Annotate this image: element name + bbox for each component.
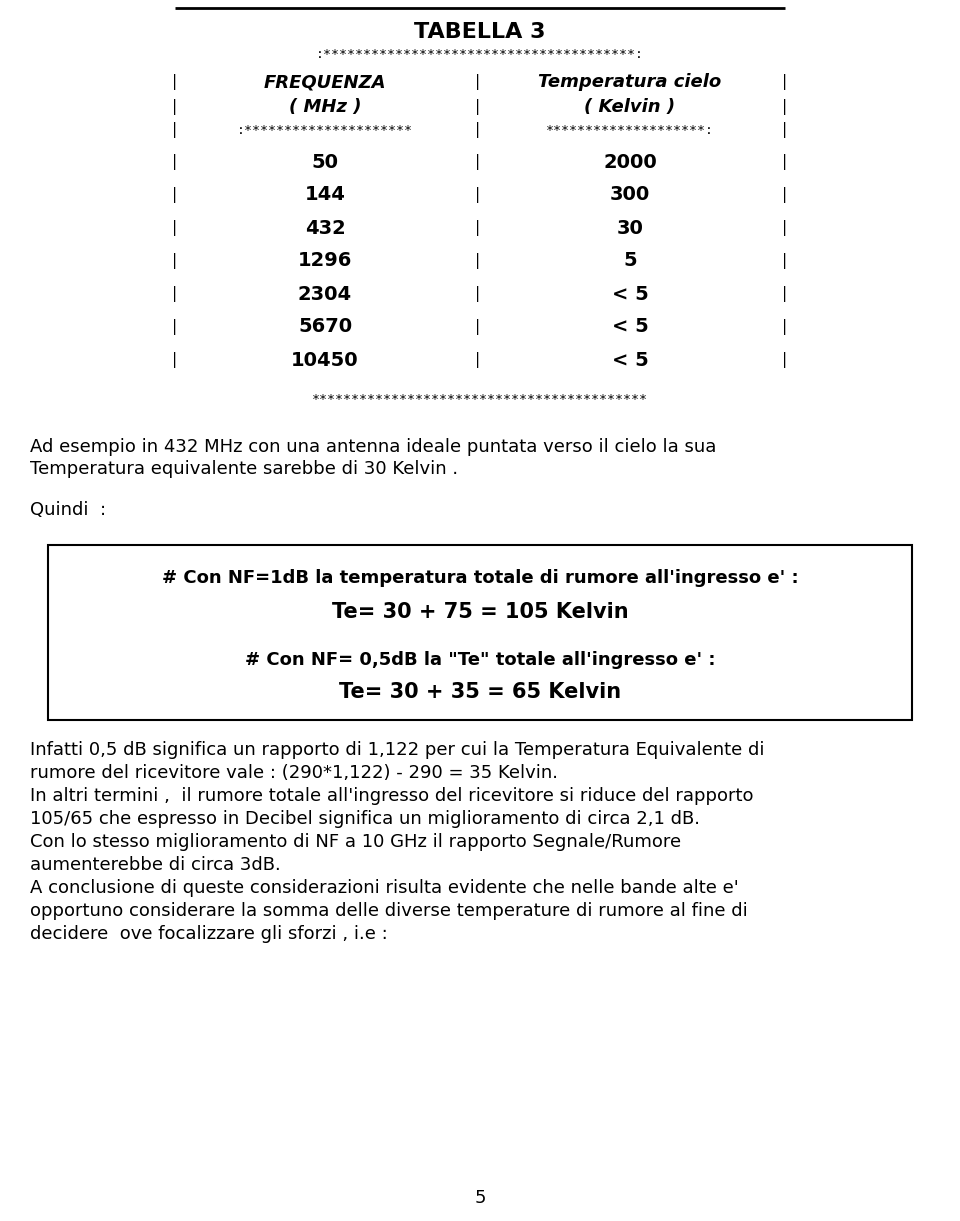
Text: < 5: < 5 (612, 284, 648, 304)
Text: |: | (171, 122, 180, 138)
Text: # Con NF= 0,5dB la "Te" totale all'ingresso e' :: # Con NF= 0,5dB la "Te" totale all'ingre… (245, 651, 715, 669)
Text: |: | (171, 154, 180, 170)
Text: ******************************************: ****************************************… (312, 393, 648, 407)
Text: |: | (473, 187, 483, 203)
Text: :***************************************:: :***************************************… (316, 49, 644, 61)
Text: 300: 300 (610, 186, 650, 204)
Text: ( Kelvin ): ( Kelvin ) (585, 98, 676, 116)
Text: ( MHz ): ( MHz ) (289, 98, 361, 116)
Text: |: | (780, 253, 789, 269)
Text: 5670: 5670 (298, 317, 352, 337)
Bar (48, 545, 912, 720)
Text: |: | (780, 74, 789, 90)
Text: |: | (473, 352, 483, 368)
Text: |: | (473, 99, 483, 115)
Text: 1296: 1296 (298, 252, 352, 271)
Text: |: | (171, 253, 180, 269)
Text: |: | (171, 220, 180, 236)
Text: |: | (473, 122, 483, 138)
Text: Temperatura cielo: Temperatura cielo (539, 73, 722, 92)
Text: aumenterebbe di circa 3dB.: aumenterebbe di circa 3dB. (30, 856, 280, 874)
Text: |: | (780, 187, 789, 203)
Text: |: | (780, 286, 789, 302)
Text: 5: 5 (474, 1189, 486, 1208)
Text: |: | (780, 154, 789, 170)
Text: 144: 144 (304, 186, 346, 204)
Text: |: | (780, 122, 789, 138)
Text: 2000: 2000 (603, 153, 657, 171)
Text: 50: 50 (311, 153, 339, 171)
Text: 2304: 2304 (298, 284, 352, 304)
Text: |: | (171, 99, 180, 115)
Text: |: | (473, 286, 483, 302)
Text: |: | (473, 220, 483, 236)
Text: |: | (473, 74, 483, 90)
Text: decidere  ove focalizzare gli sforzi , i.e :: decidere ove focalizzare gli sforzi , i.… (30, 926, 388, 943)
Text: |: | (473, 154, 483, 170)
Text: 5: 5 (623, 252, 636, 271)
Text: In altri termini ,  il rumore totale all'ingresso del ricevitore si riduce del r: In altri termini , il rumore totale all'… (30, 788, 754, 805)
Text: Ad esempio in 432 MHz con una antenna ideale puntata verso il cielo la sua: Ad esempio in 432 MHz con una antenna id… (30, 438, 716, 455)
Text: |: | (780, 220, 789, 236)
Text: 105/65 che espresso in Decibel significa un miglioramento di circa 2,1 dB.: 105/65 che espresso in Decibel significa… (30, 810, 700, 828)
Text: Quindi  :: Quindi : (30, 501, 107, 519)
Text: FREQUENZA: FREQUENZA (264, 73, 386, 92)
Text: # Con NF=1dB la temperatura totale di rumore all'ingresso e' :: # Con NF=1dB la temperatura totale di ru… (161, 569, 799, 587)
Text: |: | (171, 286, 180, 302)
Text: |: | (171, 352, 180, 368)
Text: |: | (171, 74, 180, 90)
Text: |: | (780, 319, 789, 335)
Text: |: | (473, 319, 483, 335)
Text: 432: 432 (304, 219, 346, 238)
Text: opportuno considerare la somma delle diverse temperature di rumore al fine di: opportuno considerare la somma delle div… (30, 902, 748, 919)
Text: Temperatura equivalente sarebbe di 30 Kelvin .: Temperatura equivalente sarebbe di 30 Ke… (30, 460, 458, 477)
Text: Infatti 0,5 dB significa un rapporto di 1,122 per cui la Temperatura Equivalente: Infatti 0,5 dB significa un rapporto di … (30, 741, 764, 759)
Text: 30: 30 (616, 219, 643, 238)
Text: < 5: < 5 (612, 350, 648, 370)
Text: Te= 30 + 35 = 65 Kelvin: Te= 30 + 35 = 65 Kelvin (339, 683, 621, 702)
Text: A conclusione di queste considerazioni risulta evidente che nelle bande alte e': A conclusione di queste considerazioni r… (30, 879, 739, 897)
Text: |: | (780, 99, 789, 115)
Text: |: | (473, 253, 483, 269)
Text: Te= 30 + 75 = 105 Kelvin: Te= 30 + 75 = 105 Kelvin (332, 602, 628, 621)
Text: TABELLA 3: TABELLA 3 (415, 22, 545, 42)
Text: 10450: 10450 (291, 350, 359, 370)
Text: |: | (171, 187, 180, 203)
Text: < 5: < 5 (612, 317, 648, 337)
Text: Con lo stesso miglioramento di NF a 10 GHz il rapporto Segnale/Rumore: Con lo stesso miglioramento di NF a 10 G… (30, 833, 682, 851)
Text: |: | (780, 352, 789, 368)
Text: |: | (171, 319, 180, 335)
Text: :*********************: :********************* (237, 123, 413, 137)
Text: ********************:: ********************: (546, 123, 714, 137)
Text: rumore del ricevitore vale : (290*1,122) - 290 = 35 Kelvin.: rumore del ricevitore vale : (290*1,122)… (30, 764, 558, 781)
